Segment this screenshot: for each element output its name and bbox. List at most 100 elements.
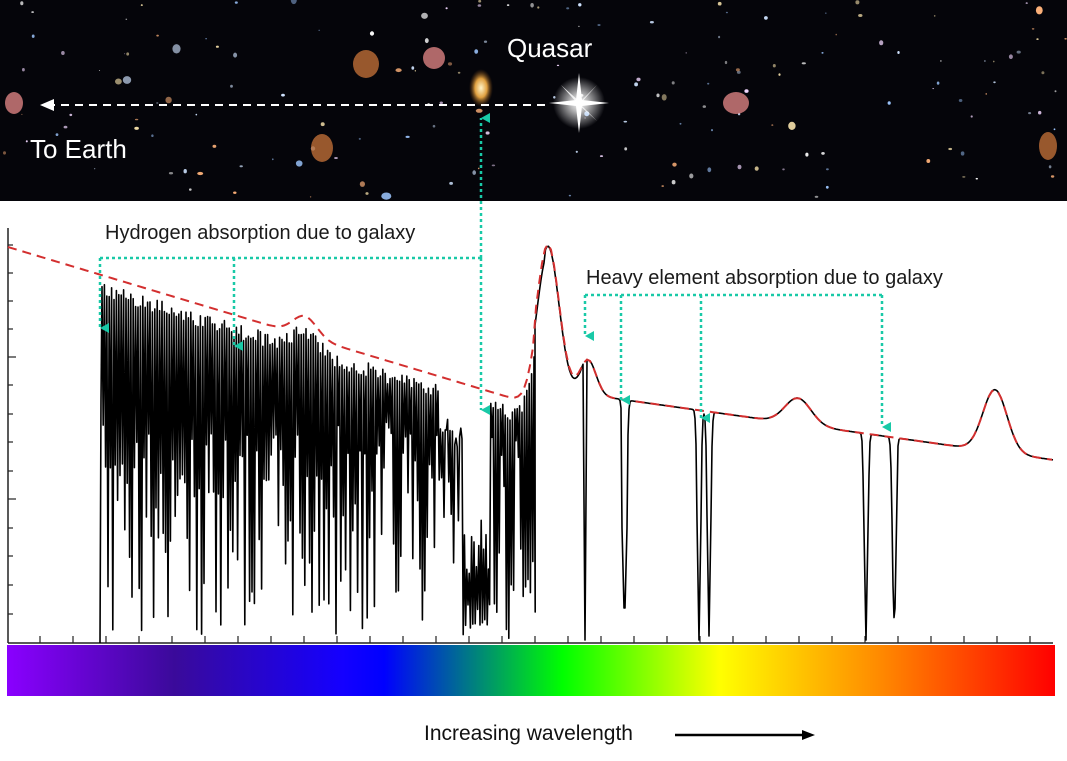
star [636, 77, 641, 82]
star [537, 6, 540, 9]
star [623, 120, 628, 123]
star [707, 167, 712, 173]
star [233, 52, 238, 58]
star [536, 47, 540, 50]
star [689, 173, 694, 179]
star [189, 188, 192, 191]
star [932, 88, 935, 90]
star [474, 49, 479, 54]
star [472, 170, 477, 175]
star [879, 40, 884, 46]
star [334, 157, 338, 159]
star [172, 44, 181, 54]
star [124, 53, 126, 55]
star [359, 181, 365, 187]
observed-spectrum-line [99, 245, 1054, 644]
star [1050, 175, 1055, 178]
star [205, 38, 207, 40]
star [1025, 2, 1028, 4]
sky-background [0, 0, 1067, 201]
star [702, 105, 706, 108]
star [772, 63, 776, 68]
star [624, 147, 628, 151]
star [599, 155, 604, 157]
star [970, 115, 973, 118]
star [61, 51, 65, 55]
star [414, 70, 416, 72]
star [1041, 71, 1045, 75]
star [1048, 165, 1052, 169]
star [168, 172, 174, 175]
star [1064, 38, 1067, 40]
star [405, 135, 410, 138]
star [421, 12, 428, 19]
star [295, 160, 303, 167]
star [778, 73, 781, 76]
star [1038, 110, 1042, 115]
star [754, 166, 759, 171]
star [661, 185, 664, 187]
star [764, 16, 768, 20]
star [25, 140, 28, 143]
quasar-star-icon [549, 73, 609, 133]
star [936, 81, 940, 85]
star [411, 66, 415, 70]
star [491, 164, 496, 167]
star [826, 168, 829, 171]
star [126, 52, 130, 56]
star [737, 164, 742, 170]
star [115, 78, 122, 85]
star [309, 196, 312, 198]
star [239, 165, 243, 168]
star [597, 24, 601, 26]
star [735, 68, 740, 72]
star [661, 94, 667, 101]
star [318, 29, 321, 31]
star [984, 60, 986, 62]
star [782, 168, 785, 171]
quasar-label: Quasar [507, 33, 593, 63]
star [566, 7, 570, 10]
star [432, 124, 436, 128]
star [457, 71, 461, 74]
starfield [3, 0, 1067, 200]
star [477, 167, 480, 170]
star [556, 64, 560, 67]
star [530, 3, 534, 8]
star [855, 0, 860, 5]
star [568, 194, 572, 197]
star [230, 84, 233, 88]
increasing-wavelength-label: Increasing wavelength [424, 722, 633, 745]
star [814, 195, 819, 198]
star [234, 1, 238, 4]
star [478, 0, 482, 3]
star [1053, 128, 1056, 131]
star [140, 4, 143, 6]
star [395, 68, 402, 73]
star [98, 70, 101, 71]
star [69, 113, 73, 117]
star [122, 76, 132, 84]
star [975, 177, 978, 180]
star [948, 147, 953, 151]
star [21, 113, 23, 115]
background-galaxy [5, 92, 23, 114]
star [993, 81, 996, 84]
star [134, 118, 139, 121]
star [445, 7, 448, 10]
star [578, 25, 580, 28]
star [475, 108, 483, 113]
star [1028, 112, 1032, 115]
star [197, 171, 204, 176]
star [671, 81, 675, 85]
star [985, 93, 987, 95]
star [824, 12, 827, 14]
star [685, 52, 687, 54]
star [897, 51, 900, 54]
star [94, 168, 96, 170]
star [707, 82, 710, 85]
star [933, 15, 936, 17]
star [125, 18, 128, 20]
star [1016, 50, 1021, 54]
